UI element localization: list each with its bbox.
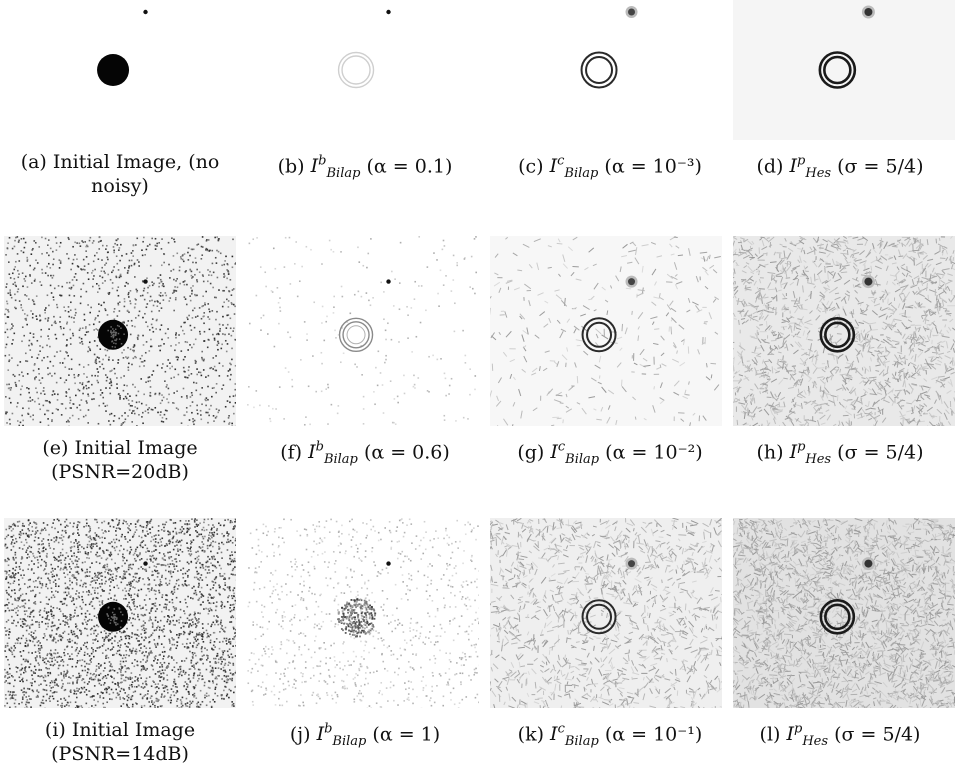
inner-ripple <box>346 325 366 345</box>
inner-ring <box>342 321 370 349</box>
outer-ring <box>819 317 856 353</box>
caption-l: (l) IpHes (σ = 5/4) <box>759 722 921 750</box>
panel-f <box>247 236 479 426</box>
small-dot <box>143 561 148 566</box>
noise-texture <box>247 236 478 426</box>
outer-ring <box>581 599 617 635</box>
panel-image <box>247 518 479 708</box>
disk-object <box>97 54 130 86</box>
disk-noise <box>106 606 124 628</box>
inner-ring <box>586 321 613 348</box>
disk-texture <box>337 597 377 638</box>
caption-d: (d) IpHes (σ = 5/4) <box>756 154 924 182</box>
panel-image <box>490 236 722 426</box>
inner-ring <box>823 55 852 85</box>
outer-ring <box>337 51 375 89</box>
caption-a: (a) Initial Image, (no noisy) <box>20 151 220 197</box>
inner-ring <box>585 56 614 84</box>
outer-ring <box>580 51 618 89</box>
panel-image <box>733 236 955 426</box>
panel-image <box>4 518 236 708</box>
inner-ring <box>824 603 851 631</box>
noise-texture <box>733 236 955 426</box>
disk-noise <box>107 324 125 348</box>
panel-image <box>247 0 479 140</box>
panel-k <box>490 518 722 708</box>
panel-d <box>733 0 955 140</box>
panel-image <box>490 0 722 140</box>
small-dot <box>628 560 636 568</box>
panel-g <box>490 236 722 426</box>
panel-j <box>247 518 479 708</box>
small-dot <box>864 559 873 568</box>
image-background <box>490 518 722 708</box>
panel-image <box>733 518 955 708</box>
image-background <box>490 236 722 426</box>
small-dot <box>628 278 636 286</box>
panel-h <box>733 236 955 426</box>
noise-texture <box>733 518 955 708</box>
panel-image <box>733 0 955 140</box>
panel-i <box>4 518 236 708</box>
inner-ring <box>586 603 613 630</box>
panel-image <box>490 518 722 708</box>
caption-j: (j) IbBilap (α = 1) <box>289 722 441 750</box>
image-background <box>247 236 479 426</box>
panel-image <box>247 236 479 426</box>
caption-g: (g) IcBilap (α = 10⁻²) <box>517 440 703 468</box>
outer-ring <box>818 51 857 89</box>
panel-a <box>4 0 236 140</box>
caption-i: (i) Initial Image (PSNR=14dB) <box>44 719 196 765</box>
noise-texture <box>247 518 479 708</box>
noise-texture <box>490 236 722 426</box>
caption-e: (e) Initial Image (PSNR=20dB) <box>42 437 198 483</box>
image-background <box>733 0 955 140</box>
small-dot <box>143 279 148 284</box>
image-background <box>247 0 479 140</box>
small-dot <box>143 9 148 15</box>
small-dot <box>386 9 391 15</box>
image-background <box>490 0 722 140</box>
panel-image <box>4 236 236 426</box>
caption-k: (k) IcBilap (α = 10⁻¹) <box>517 722 703 750</box>
small-dot <box>386 279 391 284</box>
image-background <box>733 518 955 708</box>
caption-h: (h) IpHes (σ = 5/4) <box>756 440 924 468</box>
inner-ring <box>341 55 371 85</box>
panel-e <box>4 236 236 426</box>
panel-image <box>4 0 236 140</box>
small-dot <box>864 8 873 16</box>
outer-ring <box>819 599 856 635</box>
panel-b <box>247 0 479 140</box>
outer-ring <box>338 317 374 353</box>
panel-l <box>733 518 955 708</box>
caption-b: (b) IbBilap (α = 0.1) <box>277 154 453 182</box>
noise-texture <box>490 518 722 708</box>
small-dot <box>864 277 873 286</box>
inner-ring <box>824 321 851 349</box>
panel-c <box>490 0 722 140</box>
small-dot <box>386 561 391 566</box>
caption-c: (c) IcBilap (α = 10⁻³) <box>518 154 702 182</box>
outer-ring <box>581 317 617 353</box>
small-dot <box>628 8 636 16</box>
noise-texture <box>4 236 236 426</box>
caption-f: (f) IbBilap (α = 0.6) <box>280 440 450 468</box>
